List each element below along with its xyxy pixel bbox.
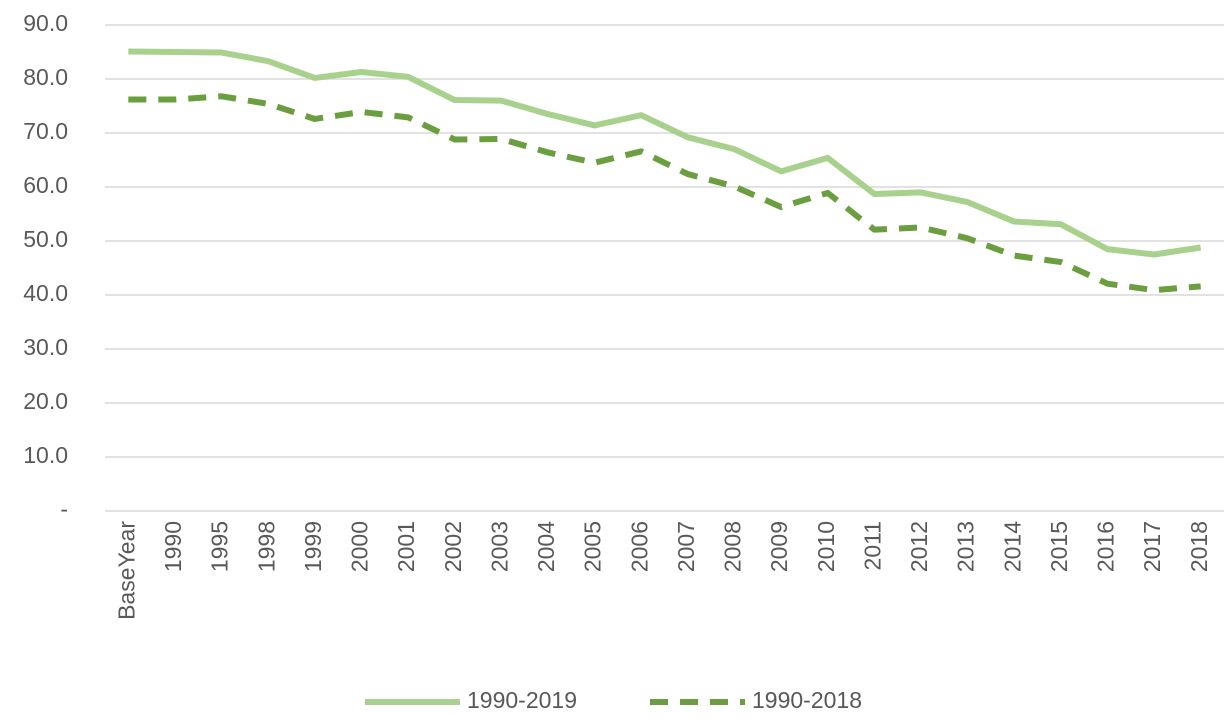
x-tick-label: 2014 [999, 521, 1025, 572]
x-tick-label: 2010 [813, 521, 839, 572]
x-tick-label: 2003 [486, 521, 512, 572]
x-tick-label: 2001 [393, 521, 419, 572]
legend-label: 1990-2019 [467, 687, 577, 713]
x-tick-label: 2000 [347, 521, 373, 572]
x-tick-label: 2005 [580, 521, 606, 572]
x-tick-label: 2017 [1139, 521, 1165, 572]
x-tick-label: 2012 [906, 521, 932, 572]
y-tick-label: 50.0 [23, 226, 68, 252]
legend-label: 1990-2018 [752, 687, 862, 713]
x-tick-label: 2004 [533, 521, 559, 572]
x-tick-label: 2015 [1046, 521, 1072, 572]
y-tick-label: - [60, 496, 68, 522]
x-tick-label: 2013 [953, 521, 979, 572]
y-tick-label: 30.0 [23, 334, 68, 360]
series-line [128, 48, 1202, 258]
x-tick-label: 2008 [720, 521, 746, 572]
y-tick-label: 60.0 [23, 172, 68, 198]
x-tick-label: 2002 [440, 521, 466, 572]
x-tick-label: 1999 [300, 521, 326, 572]
y-tick-label: 80.0 [23, 64, 68, 90]
x-tick-label: 2011 [859, 521, 885, 570]
y-tick-label: 70.0 [23, 118, 68, 144]
x-tick-label: 1995 [207, 521, 233, 572]
x-tick-label: 2016 [1093, 521, 1119, 572]
x-tick-label: 1990 [160, 521, 186, 572]
y-tick-label: 10.0 [23, 442, 68, 468]
series-line [128, 93, 1201, 294]
x-tick-label: 1998 [253, 521, 279, 572]
x-tick-label: 2009 [766, 521, 792, 572]
x-tick-label: 2018 [1186, 521, 1212, 572]
y-tick-label: 90.0 [23, 10, 68, 36]
y-tick-label: 20.0 [23, 388, 68, 414]
x-tick-label: 2006 [626, 521, 652, 572]
y-tick-label: 40.0 [23, 280, 68, 306]
x-tick-label: BaseYear [113, 521, 139, 620]
x-tick-label: 2007 [673, 521, 699, 572]
